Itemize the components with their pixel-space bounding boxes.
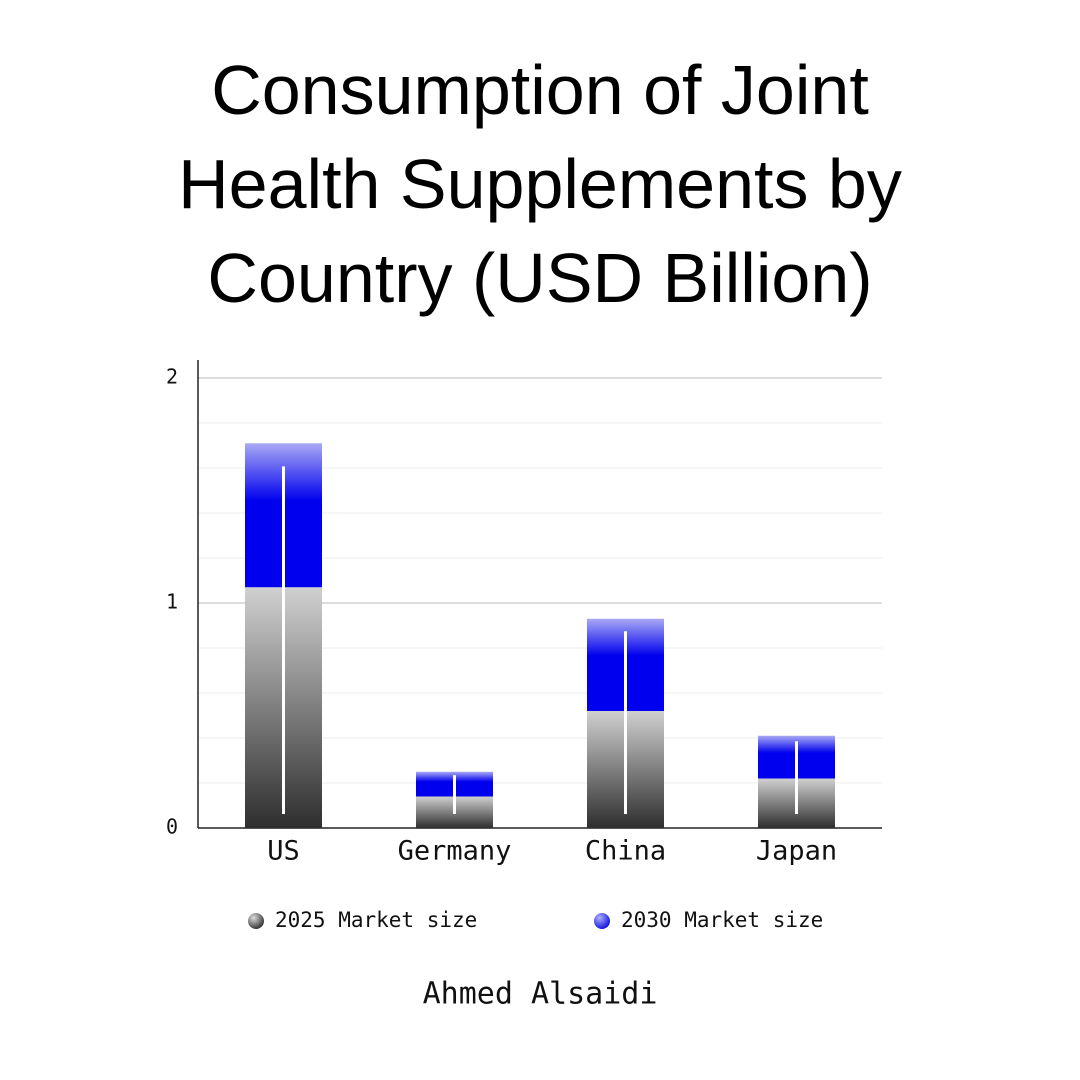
x-tick-label: US bbox=[267, 836, 300, 867]
x-tick-label: Japan bbox=[756, 836, 837, 867]
y-tick-label: 2 bbox=[166, 365, 178, 389]
chart-title: Consumption of Joint bbox=[211, 51, 869, 129]
x-tick-label: Germany bbox=[398, 836, 512, 867]
legend-marker bbox=[248, 913, 264, 929]
legend-label: 2025 Market size bbox=[275, 908, 477, 932]
y-tick-label: 0 bbox=[166, 815, 178, 839]
x-tick-label: China bbox=[585, 836, 666, 867]
chart-title: Country (USD Billion) bbox=[207, 239, 872, 317]
y-tick-label: 1 bbox=[166, 590, 178, 614]
chart-title: Health Supplements by bbox=[178, 145, 902, 223]
legend-label: 2030 Market size bbox=[621, 908, 823, 932]
legend-marker bbox=[594, 913, 610, 929]
author: Ahmed Alsaidi bbox=[423, 977, 658, 1012]
